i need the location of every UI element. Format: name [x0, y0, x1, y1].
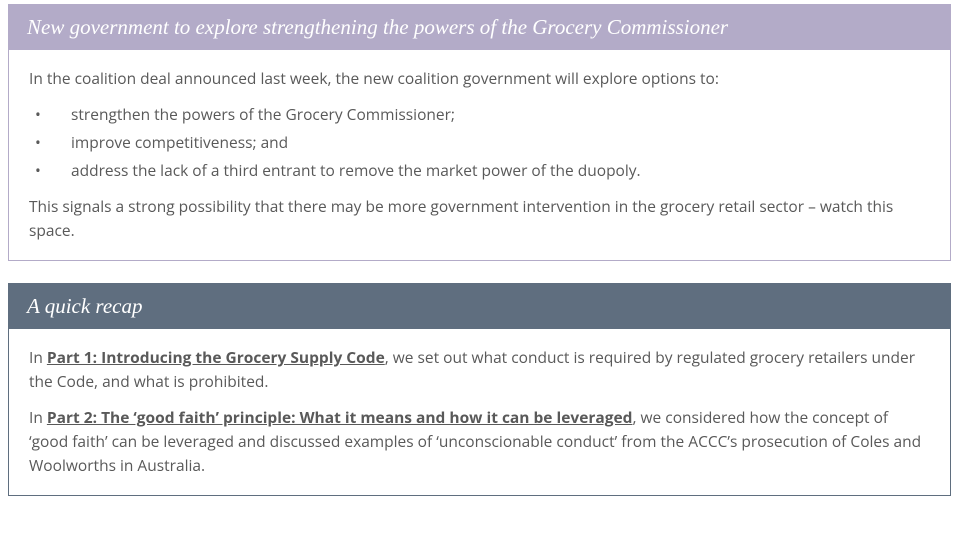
bullet-list: strengthen the powers of the Grocery Com… — [29, 102, 930, 182]
callout-box-recap: A quick recap In Part 1: Introducing the… — [8, 283, 951, 496]
text-span: In — [29, 406, 47, 428]
callout-body: In the coalition deal announced last wee… — [9, 50, 950, 260]
callout-box-government: New government to explore strengthening … — [8, 4, 951, 261]
callout-title: A quick recap — [27, 294, 142, 318]
callout-header: A quick recap — [9, 284, 950, 329]
list-item: improve competitiveness; and — [29, 130, 930, 154]
recap-para-1: In Part 1: Introducing the Grocery Suppl… — [29, 345, 930, 393]
callout-body: In Part 1: Introducing the Grocery Suppl… — [9, 329, 950, 495]
text-span: In — [29, 346, 47, 368]
list-item: address the lack of a third entrant to r… — [29, 158, 930, 182]
recap-para-2: In Part 2: The ‘good faith’ principle: W… — [29, 405, 930, 477]
intro-text: In the coalition deal announced last wee… — [29, 66, 930, 90]
callout-header: New government to explore strengthening … — [9, 5, 950, 50]
list-item: strengthen the powers of the Grocery Com… — [29, 102, 930, 126]
part-1-link[interactable]: Part 1: Introducing the Grocery Supply C… — [47, 346, 385, 368]
outro-text: This signals a strong possibility that t… — [29, 194, 930, 242]
part-2-link[interactable]: Part 2: The ‘good faith’ principle: What… — [47, 406, 633, 428]
callout-title: New government to explore strengthening … — [27, 15, 728, 39]
